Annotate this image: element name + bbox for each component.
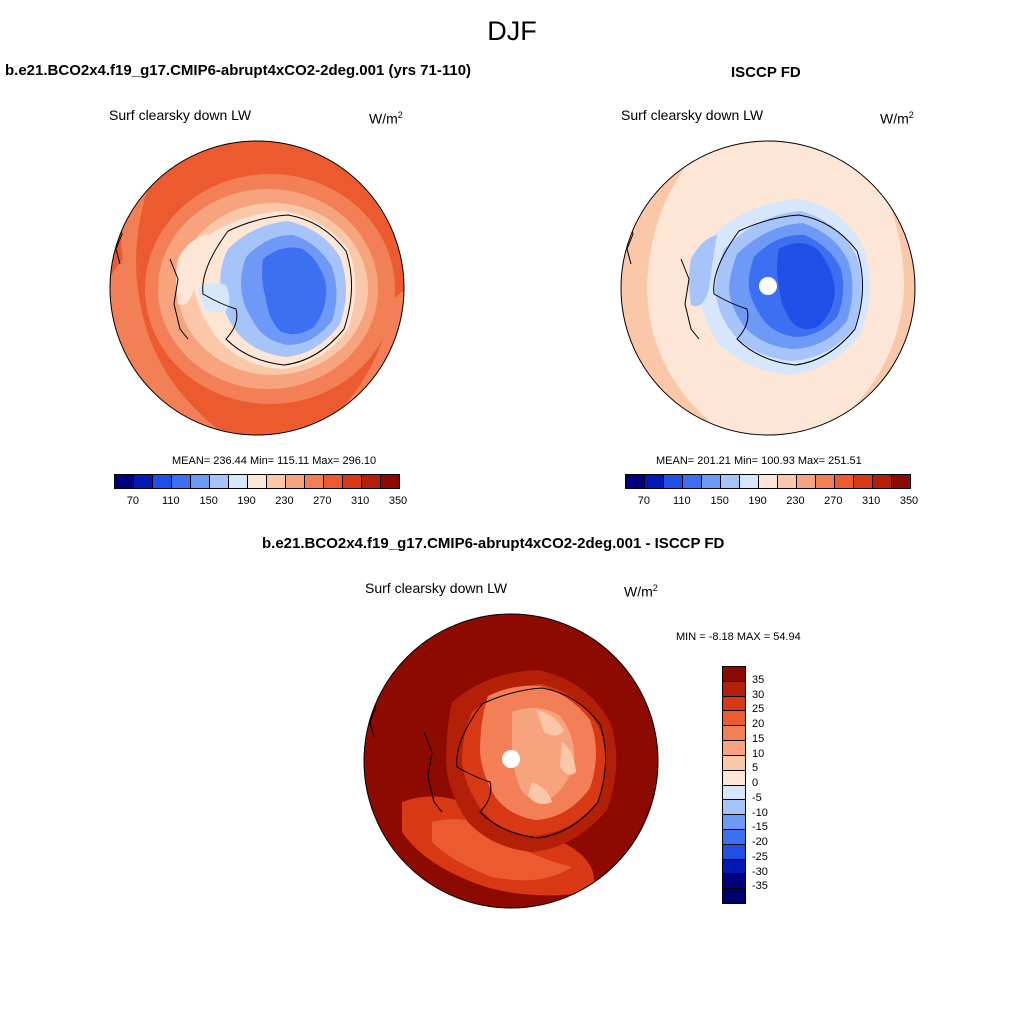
colorbar-swatch	[816, 475, 835, 488]
colorbar-tick-label: 190	[748, 495, 767, 507]
colorbar-tick-label: 230	[786, 495, 805, 507]
colorbar-swatch	[723, 874, 745, 890]
colorbar-tick-label: 110	[162, 495, 180, 507]
colorbar-tick-label: 110	[673, 495, 691, 507]
colorbar-swatch	[723, 815, 745, 830]
colorbar-tick-label: 5	[752, 762, 759, 775]
obs-panel-title: ISCCP FD	[731, 64, 801, 81]
colorbar-tick-label: 25	[752, 703, 765, 716]
obs-polar-map	[620, 140, 916, 436]
colorbar-tick-label: 350	[899, 495, 919, 507]
colorbar-swatch	[702, 475, 721, 488]
colorbar-swatch	[134, 475, 153, 488]
diff-units-label: W/m2	[624, 583, 658, 600]
colorbar-swatch	[723, 800, 745, 816]
colorbar-swatch	[723, 726, 745, 742]
colorbar-tick-label: -35	[752, 880, 768, 893]
colorbar-tick-label: 15	[752, 732, 765, 745]
colorbar-swatch	[854, 475, 873, 488]
colorbar-swatch	[645, 475, 664, 488]
colorbar-swatch	[381, 475, 399, 488]
colorbar-swatch	[115, 475, 134, 488]
colorbar-tick-label: 70	[637, 495, 651, 507]
model-polar-map	[109, 140, 405, 436]
colorbar-swatch	[210, 475, 229, 488]
colorbar-tick-label: 190	[237, 495, 256, 507]
colorbar-swatch	[626, 475, 645, 488]
colorbar-tick-label: 270	[824, 495, 843, 507]
colorbar-swatch	[362, 475, 381, 488]
diff-variable-label: Surf clearsky down LW	[365, 580, 508, 596]
colorbar-swatch	[723, 770, 745, 786]
model-colorbar-ticks: 70 110 150 190 230 270 310 350	[114, 495, 407, 509]
diff-stats: MIN = -8.18 MAX = 54.94	[676, 631, 801, 643]
colorbar-swatch	[267, 475, 286, 488]
colorbar-tick-label: 10	[752, 747, 765, 760]
colorbar-swatch	[723, 667, 745, 682]
colorbar-swatch	[740, 475, 759, 488]
colorbar-tick-label: 70	[126, 495, 140, 507]
obs-colorbar	[625, 474, 911, 489]
colorbar-swatch	[873, 475, 892, 488]
colorbar-swatch	[835, 475, 854, 488]
figure-title: DJF	[487, 16, 537, 46]
colorbar-swatch	[723, 785, 745, 801]
colorbar-swatch	[723, 681, 745, 697]
colorbar-tick-label: 350	[388, 495, 408, 507]
colorbar-tick-label: 0	[752, 777, 759, 789]
diff-colorbar-ticks: 35 30 25 20 15 10 5 0 -5 -10 -15 -20 -25 -30 -35	[752, 666, 792, 902]
colorbar-swatch	[664, 475, 683, 488]
model-units-label: W/m2	[369, 110, 403, 127]
colorbar-tick-label: 150	[199, 495, 218, 507]
diff-colorbar	[722, 666, 746, 904]
colorbar-swatch	[723, 696, 745, 712]
model-variable-label: Surf clearsky down LW	[109, 107, 252, 123]
obs-stats: MEAN= 201.21 Min= 100.93 Max= 251.51	[656, 455, 862, 467]
colorbar-swatch	[797, 475, 816, 488]
model-colorbar	[114, 474, 400, 489]
colorbar-swatch	[229, 475, 248, 488]
obs-units-label: W/m2	[880, 110, 914, 127]
colorbar-swatch	[172, 475, 191, 488]
colorbar-tick-label: -5	[752, 791, 762, 804]
colorbar-swatch	[723, 711, 745, 727]
colorbar-tick-label: 35	[752, 673, 765, 686]
colorbar-swatch	[683, 475, 702, 488]
colorbar-swatch	[759, 475, 778, 488]
colorbar-swatch	[723, 889, 745, 903]
colorbar-swatch	[324, 475, 343, 488]
colorbar-tick-label: -10	[752, 806, 768, 819]
diff-panel-title: b.e21.BCO2x4.f19_g17.CMIP6-abrupt4xCO2-2…	[262, 535, 725, 552]
model-panel-title: b.e21.BCO2x4.f19_g17.CMIP6-abrupt4xCO2-2…	[5, 62, 472, 79]
obs-variable-label: Surf clearsky down LW	[621, 107, 764, 123]
colorbar-tick-label: 30	[752, 688, 765, 701]
colorbar-tick-label: 310	[861, 495, 881, 507]
colorbar-tick-label: 150	[710, 495, 729, 507]
colorbar-swatch	[153, 475, 172, 488]
colorbar-tick-label: -15	[752, 821, 768, 834]
obs-colorbar-ticks: 70 110 150 190 230 270 310 350	[625, 495, 918, 509]
colorbar-tick-label: -20	[752, 836, 768, 848]
colorbar-swatch	[305, 475, 324, 488]
colorbar-swatch	[723, 755, 745, 771]
colorbar-tick-label: -25	[752, 850, 768, 863]
colorbar-swatch	[191, 475, 210, 488]
colorbar-swatch	[343, 475, 362, 488]
colorbar-swatch	[248, 475, 267, 488]
colorbar-swatch	[286, 475, 305, 488]
colorbar-tick-label: 20	[752, 718, 765, 730]
colorbar-swatch	[723, 859, 745, 875]
colorbar-swatch	[723, 829, 745, 845]
colorbar-tick-label: -30	[752, 865, 768, 878]
colorbar-tick-label: 270	[313, 495, 332, 507]
colorbar-swatch	[778, 475, 797, 488]
colorbar-swatch	[721, 475, 740, 488]
colorbar-tick-label: 230	[275, 495, 294, 507]
colorbar-swatch	[723, 844, 745, 860]
diff-polar-map	[363, 613, 659, 909]
colorbar-swatch	[723, 741, 745, 756]
model-stats: MEAN= 236.44 Min= 115.11 Max= 296.10	[172, 455, 377, 467]
colorbar-swatch	[892, 475, 910, 488]
colorbar-tick-label: 310	[350, 495, 370, 507]
